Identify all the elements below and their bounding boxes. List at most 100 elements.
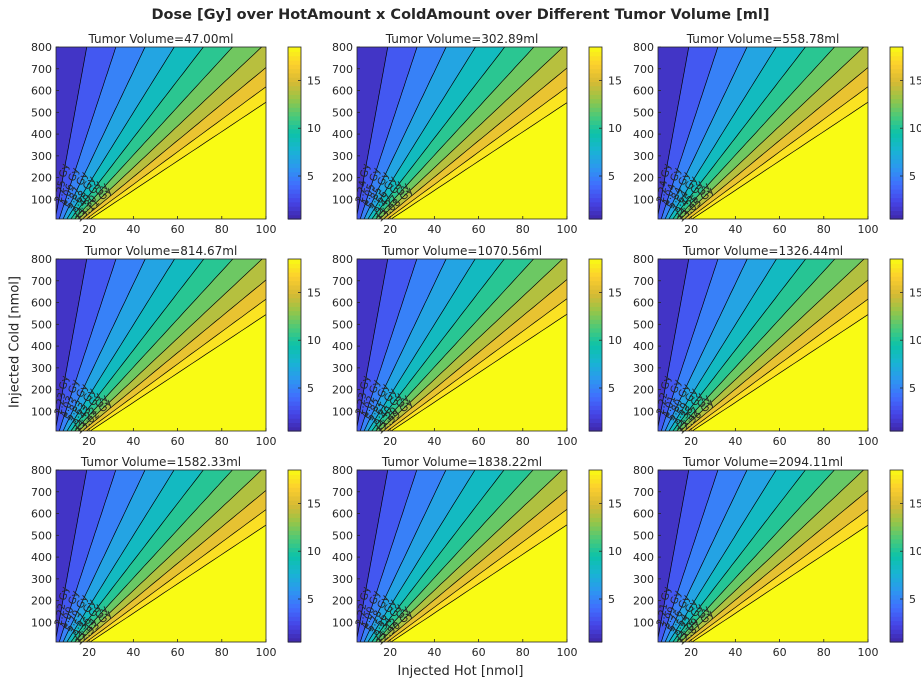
colorbar-segment (890, 206, 903, 211)
colorbar-segment (288, 513, 301, 518)
y-tick-label: 200 (633, 384, 654, 397)
contour-band (692, 525, 868, 642)
colorbar-tick-label: 5 (307, 170, 314, 183)
colorbar-segment (288, 193, 301, 199)
y-tick-label: 700 (31, 275, 52, 288)
colorbar-segment (589, 284, 602, 290)
y-tick-label: 500 (332, 106, 353, 119)
colorbar-tick-label: 10 (307, 122, 321, 135)
panel: 2.25 Gy4.06 Gy5.87 Gy7.68 Gy9.49 Gy11.30… (31, 32, 321, 236)
colorbar-segment (589, 599, 602, 604)
colorbar-segment (890, 193, 903, 199)
contour-line (683, 67, 868, 219)
contour-line (367, 259, 476, 431)
colorbar-segment (288, 171, 301, 177)
x-tick-label: 100 (557, 646, 578, 659)
colorbar-box (889, 46, 904, 220)
x-tick-label: 20 (82, 223, 96, 236)
x-tick-label: 80 (817, 646, 831, 659)
contour-band (672, 47, 835, 219)
colorbar-segment (890, 271, 903, 277)
y-tick-label: 500 (332, 529, 353, 542)
y-tick-label: 400 (31, 340, 52, 353)
panel-title: Tumor Volume=558.78ml (686, 32, 840, 46)
colorbar-segment (288, 319, 301, 325)
colorbar-segment (589, 396, 602, 402)
y-tick-label: 600 (332, 297, 353, 310)
colorbar-segment (589, 98, 602, 104)
colorbar-segment (288, 314, 301, 320)
colorbar-segment (890, 353, 903, 359)
contour-line (691, 314, 868, 431)
colorbar-segment (589, 538, 602, 544)
contour-line (386, 508, 567, 642)
colorbar-segment (890, 336, 903, 342)
x-tick-label: 20 (383, 646, 397, 659)
y-tick-label: 100 (633, 193, 654, 206)
colorbar-segment (288, 470, 301, 475)
colorbar-segment (288, 102, 301, 108)
y-tick-label: 600 (332, 508, 353, 521)
colorbar-segment (589, 370, 602, 376)
colorbar-segment (288, 482, 301, 488)
colorbar-segment (589, 547, 602, 553)
y-tick-label: 200 (31, 384, 52, 397)
colorbar-segment (288, 422, 301, 428)
colorbar-tick-label: 5 (608, 593, 615, 606)
contour-line (660, 470, 719, 642)
colorbar-segment (589, 120, 602, 125)
y-tick-label: 500 (633, 106, 654, 119)
contour-band (668, 470, 806, 642)
colorbar-segment (589, 267, 602, 273)
y-tick-label: 300 (633, 362, 654, 375)
x-tick-label: 100 (557, 223, 578, 236)
x-tick-label: 60 (773, 646, 787, 659)
colorbar-segment (288, 340, 301, 346)
contour-line (658, 259, 690, 429)
colorbar-segment (288, 180, 301, 186)
contour-band (357, 259, 417, 431)
colorbar-segment (589, 495, 602, 501)
colorbar-segment (288, 534, 301, 540)
contour-line (382, 489, 567, 642)
colorbar-segment (288, 259, 301, 264)
colorbar-segment (288, 133, 301, 138)
contour-band (90, 102, 266, 219)
colorbar-tick-label: 10 (608, 545, 622, 558)
colorbar-segment (890, 120, 903, 125)
colorbar-segment (589, 302, 602, 307)
colorbar-segment (589, 68, 602, 74)
colorbar-segment (288, 568, 301, 574)
colorbar-segment (288, 405, 301, 411)
contour-line (371, 259, 505, 431)
colorbar-segment (288, 276, 301, 282)
y-tick-label: 800 (31, 464, 52, 477)
colorbar-segment (589, 383, 602, 389)
contour-line (357, 470, 389, 640)
colorbar-segment (890, 560, 903, 566)
colorbar-segment (890, 491, 903, 497)
panel-title: Tumor Volume=814.67ml (84, 244, 238, 258)
x-tick-label: 80 (215, 646, 229, 659)
x-tick-label: 80 (516, 646, 530, 659)
colorbar-segment (890, 323, 903, 329)
colorbar-segment (589, 603, 602, 609)
y-tick-label: 400 (332, 128, 353, 141)
colorbar-segment (890, 392, 903, 398)
axes-box (356, 469, 568, 643)
colorbar-segment (288, 90, 301, 95)
colorbar-segment (589, 77, 602, 82)
y-tick-label: 700 (31, 63, 52, 76)
colorbar-segment (890, 487, 903, 493)
contour-band (360, 47, 447, 219)
contour-line (658, 47, 690, 217)
colorbar-segment (288, 120, 301, 125)
y-tick-label: 800 (633, 464, 654, 477)
x-tick-label: 100 (557, 435, 578, 448)
contour-band (371, 259, 534, 431)
colorbar-segment (589, 141, 602, 147)
contour-band (364, 47, 476, 219)
y-tick-label: 100 (31, 616, 52, 629)
colorbar-segment (890, 64, 903, 70)
colorbar-segment (890, 418, 903, 423)
